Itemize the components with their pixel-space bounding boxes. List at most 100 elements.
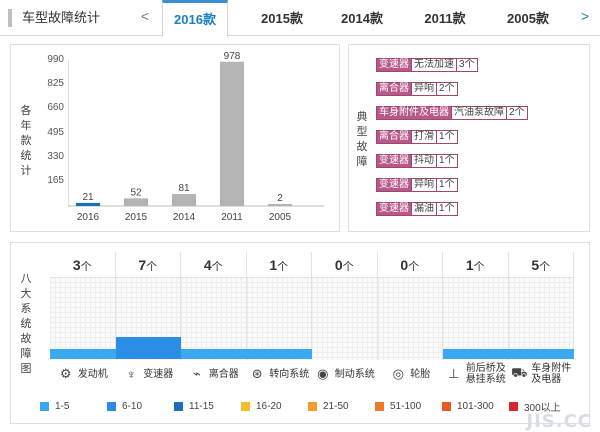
fault-tag-row[interactable]: 离合器 异响 2个 (376, 82, 458, 96)
severity-bar (508, 349, 574, 359)
system-name-cell[interactable]: ⊛ 转向系统 (246, 360, 312, 388)
system-name-line: 及电器 (531, 374, 562, 385)
tab-2014[interactable]: 2014款 (341, 11, 383, 26)
system-count: 3个 (50, 252, 116, 278)
legend-item: 51-100 (375, 398, 442, 414)
fault-name: 异响 (412, 178, 437, 192)
system-name-cell[interactable]: ◉ 制动系统 (312, 360, 378, 388)
chart-ylabel: 各年款统计 (20, 105, 32, 177)
system-name: 制动系统 (334, 368, 375, 380)
legend-item: 11-15 (174, 398, 241, 414)
system-name-cell[interactable]: ♆ 变速器 (115, 360, 181, 388)
systems-label: 八大系统故障图 (20, 273, 32, 375)
system-name-cell[interactable]: ⛟ 车身附件 及电器 (508, 360, 574, 388)
tab-2015[interactable]: 2015款 (261, 11, 303, 26)
fault-category: 变速器 (376, 58, 412, 72)
system-name: 转向系统 (269, 368, 310, 380)
bar-value-label: 978 (224, 51, 241, 62)
fault-count: 3个 (457, 58, 478, 72)
section-title: 车型故障统计 (8, 9, 100, 27)
chevron-right-icon[interactable]: > (580, 8, 590, 24)
fault-category: 车身附件及电器 (376, 106, 452, 120)
count-value: 7 (138, 257, 147, 273)
x-tick-label: 2011 (221, 212, 243, 223)
bar-2016[interactable] (76, 202, 100, 206)
fault-tag-row[interactable]: 离合器 打滑 1个 (376, 130, 458, 144)
count-unit: 个 (277, 261, 289, 273)
tire-icon: ◎ (392, 366, 404, 381)
legend-swatch (308, 401, 317, 411)
fault-tag-row[interactable]: 变速器 漏油 1个 (376, 202, 458, 216)
system-count: 0个 (377, 252, 443, 278)
legend-label: 6-10 (122, 400, 143, 412)
clutch-pedal-icon: ⌁ (192, 366, 201, 381)
fault-name: 打滑 (412, 130, 437, 144)
fault-category: 离合器 (376, 130, 412, 144)
system-count: 0个 (312, 252, 378, 278)
system-name: 前后桥及 悬挂系统 (466, 363, 506, 385)
x-tick-label: 2015 (125, 212, 148, 223)
tab-2011[interactable]: 2011款 (424, 11, 466, 26)
count-unit: 个 (408, 261, 420, 273)
system-name-cell[interactable]: ⊥ 前后桥及 悬挂系统 (443, 360, 509, 388)
system-name-cell[interactable]: ⌁ 离合器 (181, 360, 247, 388)
system-name-line: 悬挂系统 (465, 374, 506, 385)
legend-swatch (40, 401, 49, 411)
bar-2014[interactable] (172, 194, 196, 206)
x-tick-label: 2016 (77, 212, 100, 223)
tab-2016[interactable]: 2016款 (162, 0, 228, 37)
legend-swatch (509, 401, 518, 411)
bar-2005[interactable] (268, 204, 292, 206)
steering-wheel-icon: ⊛ (251, 366, 263, 381)
count-value: 5 (531, 257, 540, 273)
fault-category: 变速器 (376, 154, 412, 168)
bar-value-label: 21 (82, 192, 94, 203)
chevron-left-icon[interactable]: < (140, 8, 150, 24)
count-value: 3 (72, 257, 81, 273)
legend-item: 1-5 (40, 398, 107, 414)
system-count: 1个 (246, 252, 312, 278)
fault-count: 1个 (437, 202, 458, 216)
fault-tag-row[interactable]: 车身附件及电器 汽油泵故障 2个 (376, 106, 528, 120)
count-value: 4 (203, 257, 212, 273)
engine-icon: ⚙ (59, 366, 72, 381)
legend-item: 300以上 (509, 398, 576, 414)
fault-tag-row[interactable]: 变速器 无法加速 3个 (376, 58, 478, 72)
fault-count: 1个 (437, 154, 458, 168)
bar-value-label: 52 (130, 187, 142, 198)
fault-tag-row[interactable]: 变速器 异响 1个 (376, 178, 458, 192)
ytick-495: 495 (47, 127, 64, 138)
system-count: 7个 (115, 252, 181, 278)
count-unit: 个 (146, 261, 158, 273)
system-name-cell[interactable]: ⚙ 发动机 (50, 360, 116, 388)
fault-name: 汽油泵故障 (452, 106, 507, 120)
tab-2005[interactable]: 2005款 (507, 11, 549, 26)
count-value: 0 (400, 257, 409, 273)
system-name-cell[interactable]: ◎ 轮胎 (377, 360, 443, 388)
bar-2011[interactable] (220, 61, 244, 206)
ytick-825: 825 (47, 78, 64, 89)
typical-faults-label: 典型故障 (356, 111, 368, 168)
severity-bar (50, 349, 116, 359)
fault-count: 1个 (437, 130, 458, 144)
severity-bar (443, 349, 509, 359)
legend-swatch (174, 401, 183, 411)
car-body-icon: ⛟ (511, 365, 528, 380)
y-axis-ticks: 990 825 660 495 330 165 (32, 54, 64, 204)
system-name: 变速器 (143, 368, 174, 380)
system-name-line: 车身附件 (531, 363, 572, 374)
system-name-line: 前后桥及 (465, 363, 506, 374)
legend-label: 300以上 (524, 402, 561, 414)
system-name: 发动机 (77, 368, 108, 380)
fault-count: 2个 (507, 106, 528, 120)
legend-item: 16-20 (241, 398, 308, 414)
system-count: 1个 (443, 252, 509, 278)
bar-2015[interactable] (124, 198, 148, 206)
count-unit: 个 (80, 261, 92, 273)
legend-label: 11-15 (189, 400, 214, 412)
legend-swatch (442, 401, 451, 411)
fault-tag-row[interactable]: 变速器 抖动 1个 (376, 154, 458, 168)
x-tick-label: 2014 (173, 212, 196, 223)
legend-swatch (375, 401, 384, 411)
fault-category: 离合器 (376, 82, 412, 96)
